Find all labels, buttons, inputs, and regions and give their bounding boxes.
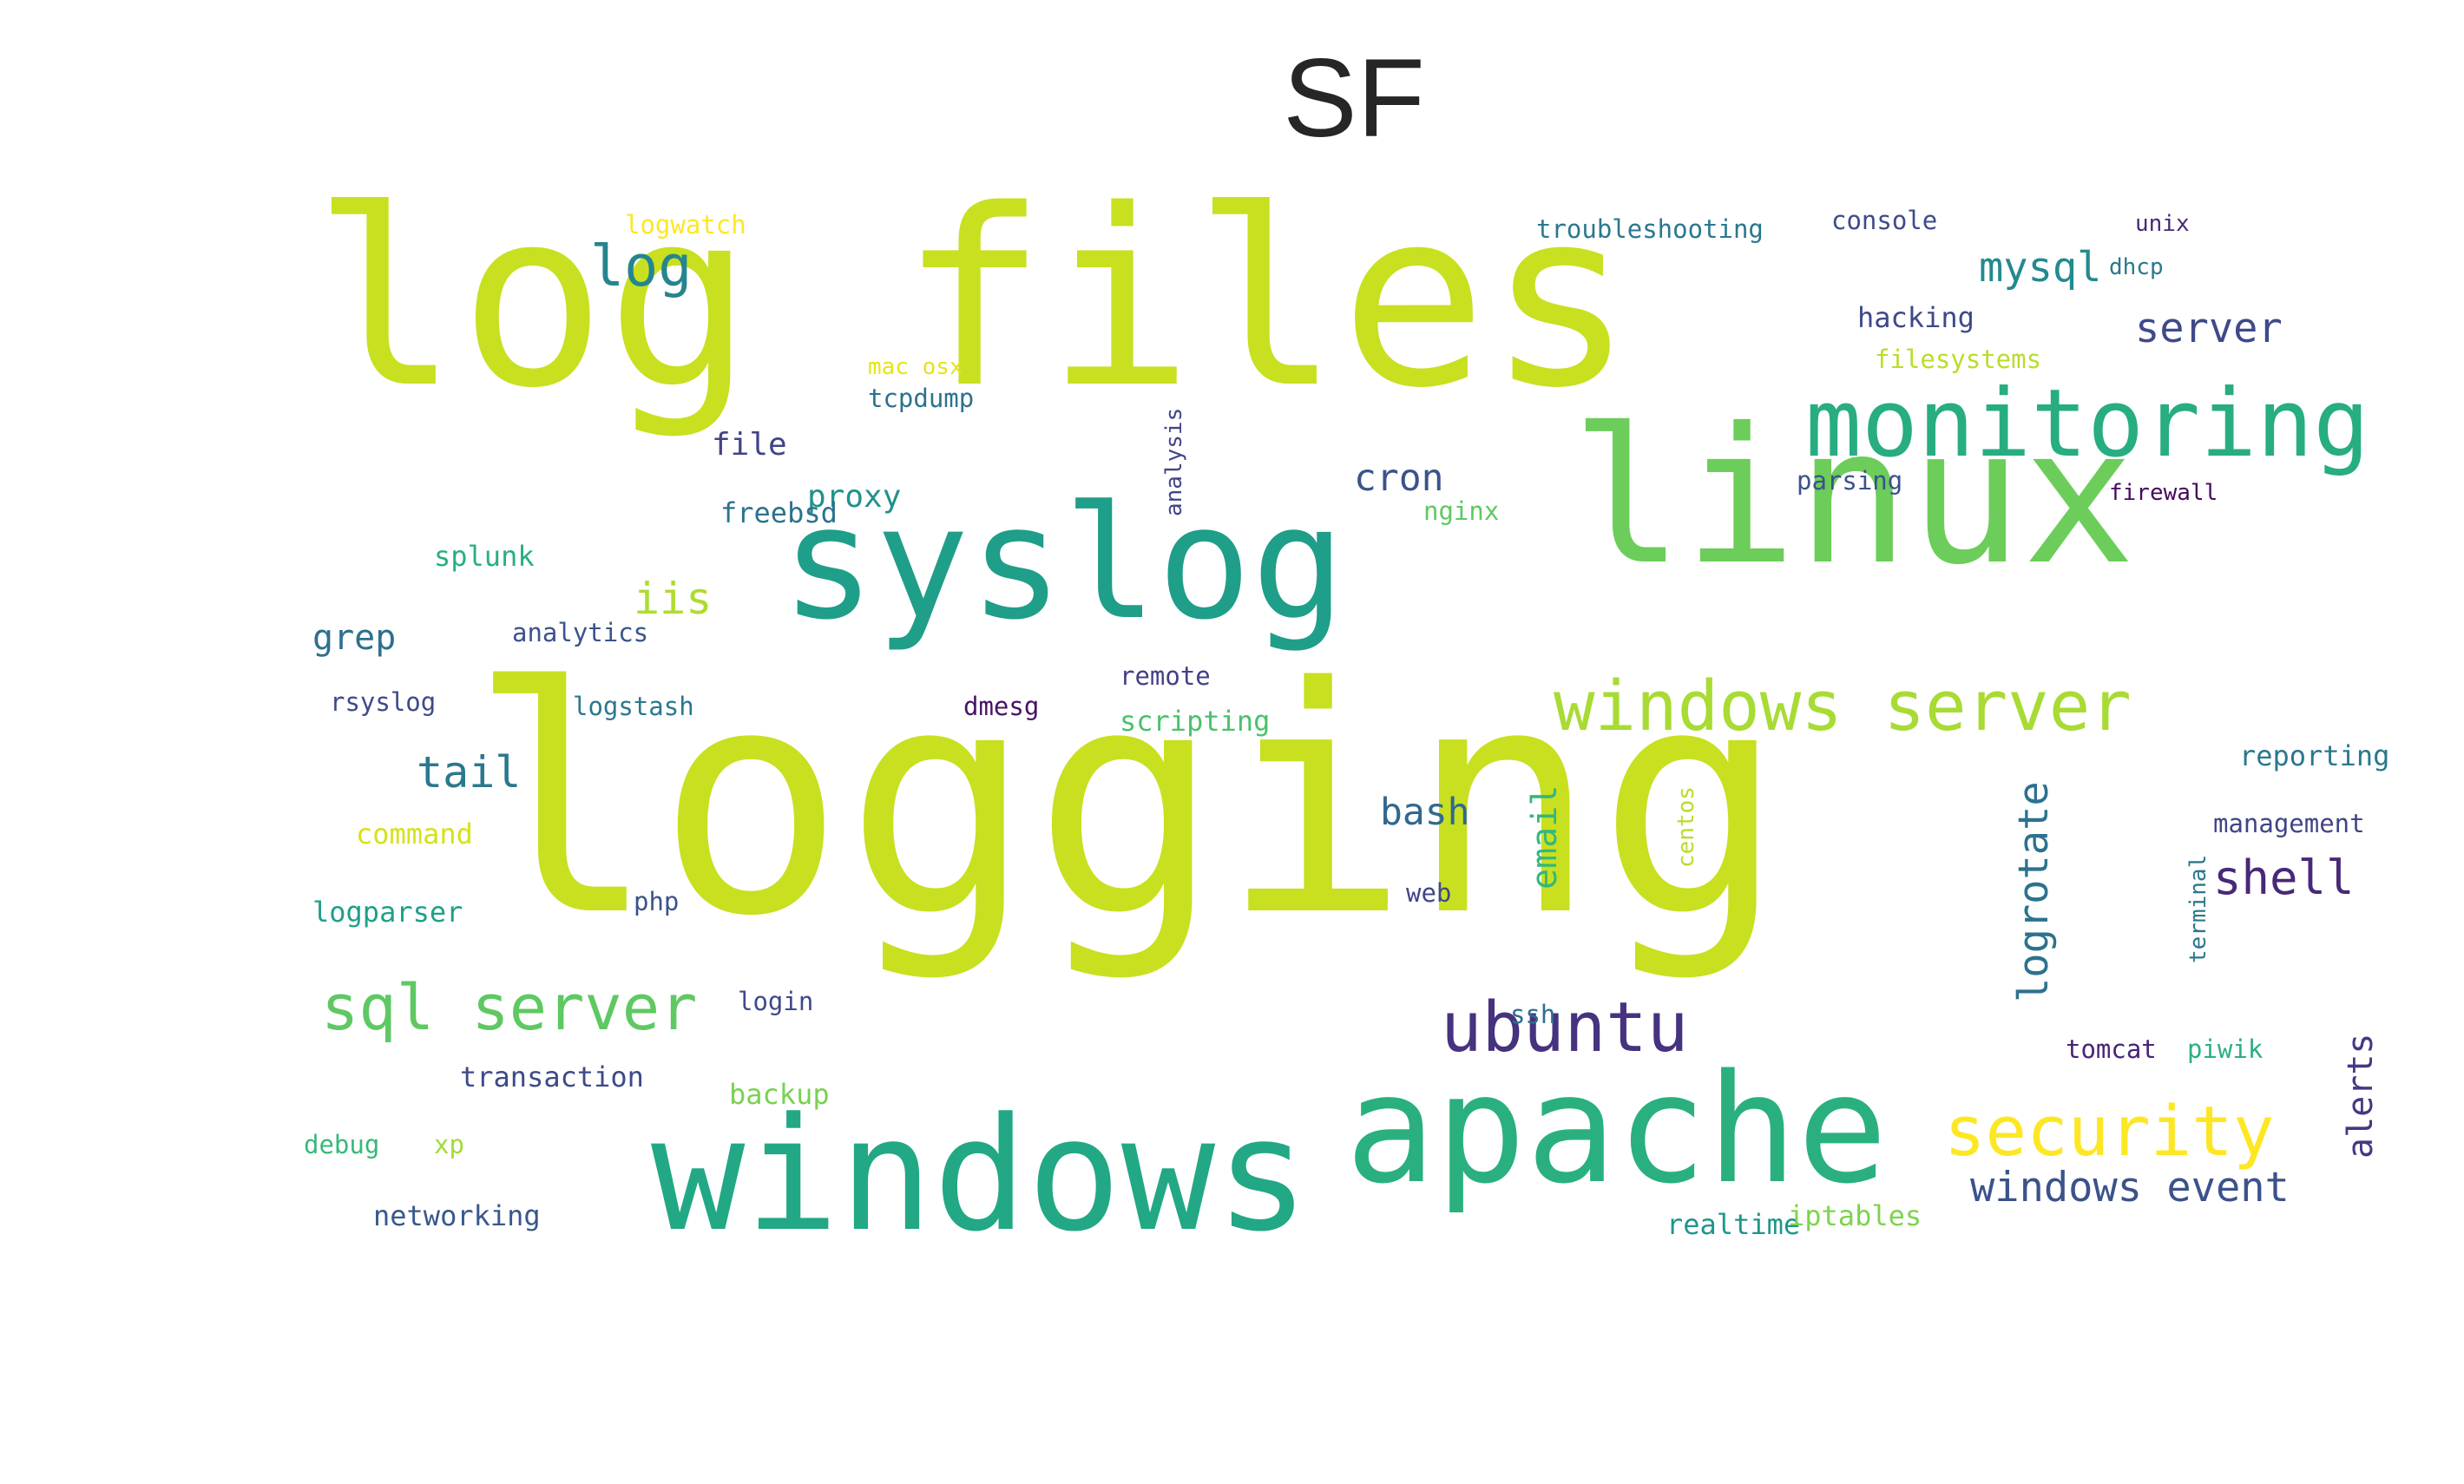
cloud-word: linux	[1571, 388, 2136, 606]
cloud-word: mysql	[1979, 244, 2102, 292]
cloud-word: tcpdump	[868, 384, 975, 413]
cloud-word: command	[356, 818, 473, 850]
cloud-word: unix	[2135, 211, 2190, 237]
word-cloud: logging log files linux syslog windows apache…	[295, 178, 2395, 1266]
cloud-word: debug	[304, 1130, 380, 1159]
cloud-word: remote	[1120, 661, 1211, 691]
cloud-word: monitoring	[1805, 370, 2370, 478]
cloud-word: troubleshooting	[1536, 214, 1764, 244]
cloud-word: parsing	[1797, 466, 1903, 496]
cloud-word: firewall	[2109, 480, 2218, 506]
cloud-word: hacking	[1857, 301, 1974, 334]
cloud-word: reporting	[2239, 739, 2390, 772]
cloud-word: grep	[312, 618, 397, 658]
cloud-word: apache	[1345, 1041, 1888, 1217]
cloud-word: splunk	[434, 540, 535, 573]
cloud-word: centos	[1673, 786, 1699, 868]
cloud-word: piwik	[2187, 1034, 2264, 1064]
cloud-word: tomcat	[2066, 1034, 2157, 1064]
cloud-word: iptables	[1788, 1199, 1922, 1232]
chart-title: SF	[1283, 36, 1425, 161]
cloud-word: terminal	[2185, 854, 2211, 963]
cloud-word: logparser	[312, 896, 463, 929]
cloud-word: windows	[651, 1085, 1310, 1266]
cloud-word: ssh	[1510, 1000, 1556, 1029]
cloud-word: dhcp	[2109, 254, 2164, 280]
cloud-word: logstash	[573, 692, 694, 721]
cloud-word: bash	[1380, 791, 1470, 834]
cloud-word: server	[2135, 305, 2283, 352]
cloud-word: management	[2213, 809, 2365, 838]
cloud-word: tail	[417, 747, 522, 798]
cloud-word: dmesg	[963, 692, 1040, 721]
cloud-word: email	[1525, 785, 1565, 890]
cloud-word: file	[712, 427, 787, 463]
cloud-word: scripting	[1120, 705, 1271, 738]
cloud-word: php	[634, 887, 680, 916]
cloud-word: proxy	[807, 479, 902, 515]
cloud-word: windows server	[1554, 666, 2132, 746]
cloud-word: analytics	[512, 618, 649, 647]
cloud-word: shell	[2213, 850, 2355, 905]
cloud-word: windows event	[1970, 1164, 2290, 1211]
cloud-word: filesystems	[1875, 345, 2042, 374]
cloud-word: cron	[1354, 456, 1444, 500]
cloud-word: realtime	[1666, 1208, 1801, 1241]
cloud-word: sql server	[321, 971, 698, 1044]
cloud-word: backup	[729, 1078, 830, 1111]
cloud-word: web	[1406, 878, 1452, 908]
cloud-word: xp	[434, 1130, 464, 1159]
cloud-word: logrotate	[2010, 781, 2058, 1002]
cloud-word: security	[1944, 1092, 2275, 1172]
cloud-word: console	[1831, 206, 1938, 235]
cloud-word: log	[590, 234, 693, 299]
cloud-word: networking	[373, 1199, 541, 1232]
cloud-word: rsyslog	[330, 687, 437, 717]
cloud-word: iis	[634, 574, 713, 624]
cloud-word: transaction	[460, 1060, 644, 1093]
cloud-word: logging	[469, 621, 1786, 984]
cloud-word: log files	[312, 158, 1634, 442]
cloud-word: login	[738, 987, 814, 1016]
cloud-word: ubuntu	[1441, 988, 1689, 1067]
cloud-word: nginx	[1423, 496, 1500, 526]
cloud-word: analysis	[1161, 407, 1187, 516]
cloud-word: logwatch	[625, 210, 746, 240]
cloud-word: syslog	[781, 473, 1346, 654]
cloud-word: mac osx	[868, 354, 963, 380]
cloud-word: alerts	[2341, 1033, 2381, 1159]
cloud-word: freebsd	[720, 496, 838, 529]
